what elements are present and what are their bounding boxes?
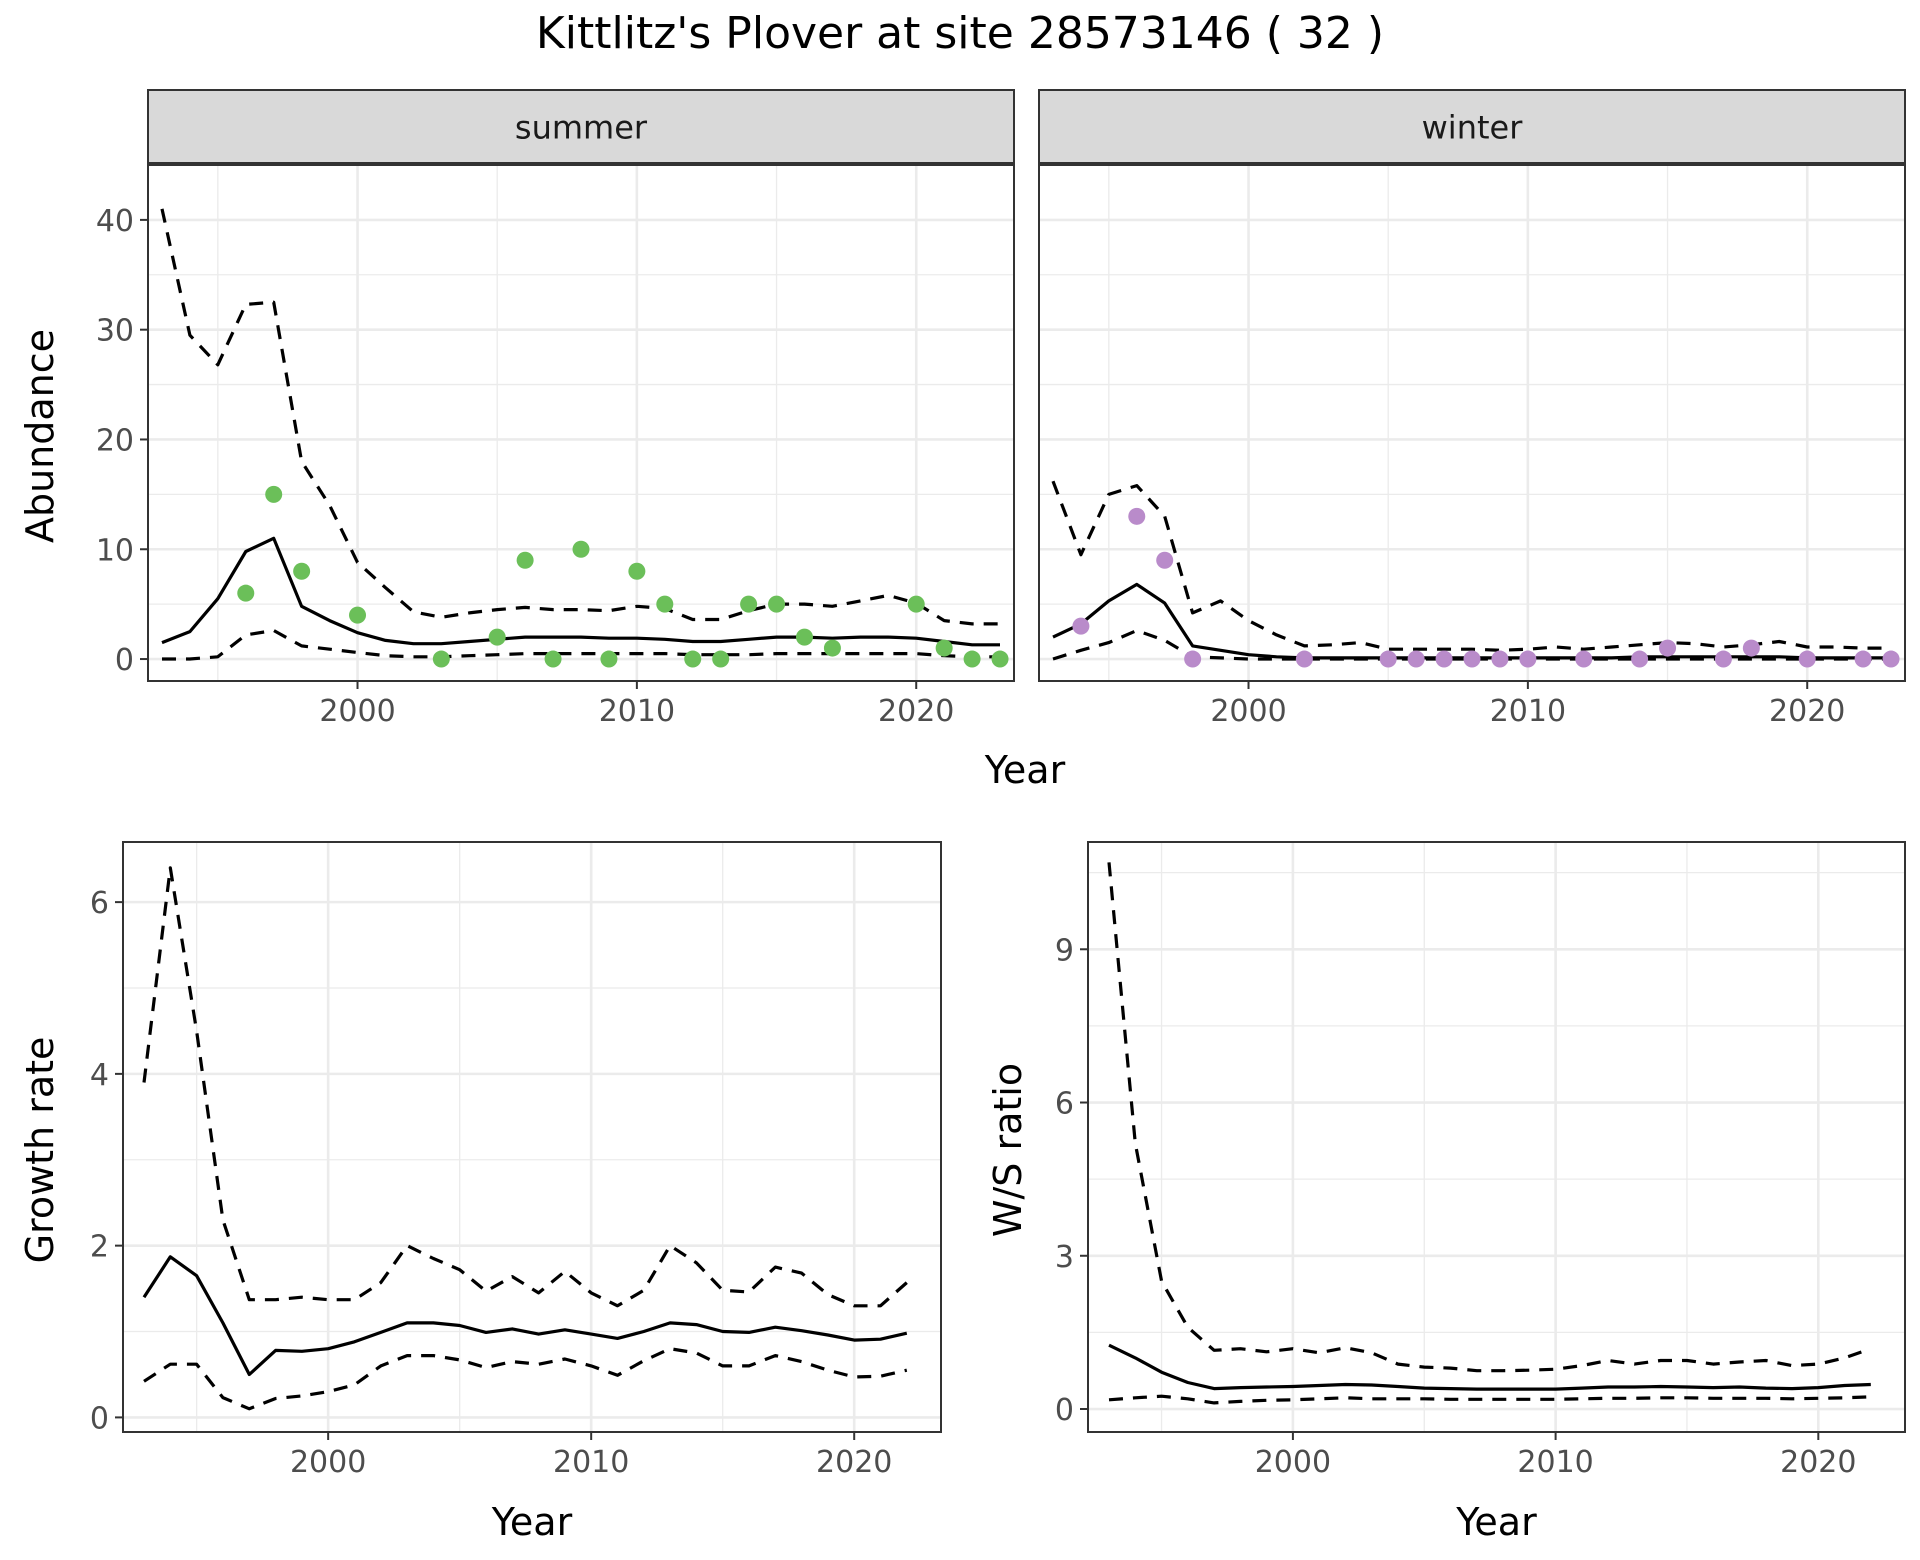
x-tick-label: 2000	[319, 694, 395, 729]
series-line-upper	[142, 866, 908, 1308]
y-tick-label: 10	[96, 533, 134, 568]
y-axis-title: Abundance	[18, 329, 62, 543]
y-tick-label: 40	[96, 204, 134, 239]
data-point	[684, 650, 702, 668]
data-point	[1714, 650, 1732, 668]
series-line-lower	[162, 628, 1000, 661]
x-axis-title: Year	[491, 1500, 573, 1544]
data-point	[1184, 650, 1202, 668]
x-tick-label: 2010	[553, 1445, 629, 1480]
x-tick-label: 2000	[290, 1445, 366, 1480]
x-tick-label: 2020	[816, 1445, 892, 1480]
data-point	[544, 650, 562, 668]
x-tick-label: 2020	[1780, 1445, 1856, 1480]
data-point	[488, 628, 506, 646]
panel-winter-abundance: winter 2000 2010 2020	[1038, 89, 1906, 729]
data-point	[1156, 551, 1174, 569]
data-point	[1854, 650, 1872, 668]
y-tick-label: 0	[115, 643, 134, 678]
y-tick-label: 6	[1055, 1087, 1074, 1122]
data-point	[1659, 639, 1677, 657]
data-point	[600, 650, 618, 668]
x-tick-label: 2010	[599, 694, 675, 729]
data-point	[1742, 639, 1760, 657]
y-tick-label: 9	[1055, 933, 1074, 968]
y-tick-label: 6	[90, 886, 109, 921]
series-line-lower	[143, 1347, 908, 1411]
panel-summer-abundance: summer 2000 2010 2020 0 10 20 30 40 Abundance	[18, 89, 1015, 729]
data-point	[1882, 650, 1900, 668]
y-axis-title: Growth rate	[18, 1037, 62, 1264]
facet-strip	[147, 89, 1015, 164]
data-point	[1491, 650, 1509, 668]
data-point	[712, 650, 730, 668]
facet-strip-label: summer	[515, 109, 648, 147]
panel-border	[1087, 841, 1906, 1433]
data-point	[1519, 650, 1537, 668]
data-point	[628, 562, 646, 580]
y-tick-label: 20	[96, 423, 134, 458]
panel-border	[1038, 164, 1906, 682]
plot-background	[123, 842, 941, 1432]
x-tick-label: 2020	[1769, 694, 1845, 729]
panel-border	[122, 841, 942, 1433]
data-point	[265, 485, 283, 503]
data-point	[991, 650, 1009, 668]
data-point	[237, 584, 255, 602]
series-line-mean	[142, 1255, 908, 1377]
data-point	[1128, 507, 1146, 525]
data-point	[1435, 650, 1453, 668]
data-point	[1798, 650, 1816, 668]
y-axis-title: W/S ratio	[986, 1063, 1030, 1237]
panel-growth-rate: 2000 2010 2020 0 2 4 6 Growth rate Year	[18, 841, 942, 1544]
x-tick-label: 2010	[1517, 1445, 1593, 1480]
facet-strip-label: winter	[1422, 109, 1524, 147]
y-tick-label: 0	[1055, 1393, 1074, 1428]
y-tick-label: 30	[96, 314, 134, 349]
series-line-upper	[1107, 862, 1872, 1373]
panel-ws-ratio: 2000 2010 2020 0 3 6 9 W/S ratio Year	[986, 841, 1906, 1544]
data-point	[1295, 650, 1313, 668]
series-line-mean	[1108, 1343, 1871, 1391]
data-point	[963, 650, 981, 668]
data-point	[1463, 650, 1481, 668]
y-tick-label: 3	[1055, 1240, 1074, 1275]
data-point	[907, 595, 925, 613]
x-tick-label: 2000	[1255, 1445, 1331, 1480]
panel-border	[147, 164, 1015, 682]
y-tick-label: 0	[90, 1401, 109, 1436]
data-point	[1379, 650, 1397, 668]
x-tick-label: 2000	[1210, 694, 1286, 729]
data-point	[823, 639, 841, 657]
data-point	[572, 540, 590, 558]
data-point	[740, 595, 758, 613]
plot-background	[1088, 842, 1905, 1432]
data-point	[432, 650, 450, 668]
y-tick-label: 4	[90, 1058, 109, 1093]
data-point	[768, 595, 786, 613]
data-point	[1631, 650, 1649, 668]
data-point	[1575, 650, 1593, 668]
x-axis-title: Year	[1455, 1500, 1537, 1544]
top-x-axis-title: Year	[984, 748, 1066, 792]
figure-title: Kittlitz's Plover at site 28573146 ( 32 …	[536, 8, 1384, 59]
data-point	[516, 551, 534, 569]
series-line-upper	[160, 208, 1000, 626]
data-point	[935, 639, 953, 657]
plot-background	[148, 165, 1014, 681]
x-tick-label: 2020	[878, 694, 954, 729]
series-line-lower	[1108, 1394, 1871, 1405]
data-point	[1072, 617, 1090, 635]
data-point	[795, 628, 813, 646]
data-point	[293, 562, 311, 580]
data-point	[1407, 650, 1425, 668]
facet-strip	[1038, 89, 1906, 164]
data-point	[349, 606, 367, 624]
plot-background	[1039, 165, 1905, 681]
series-line-mean	[161, 536, 1000, 647]
data-point	[656, 595, 674, 613]
y-tick-label: 2	[90, 1230, 109, 1265]
x-tick-label: 2010	[1490, 694, 1566, 729]
